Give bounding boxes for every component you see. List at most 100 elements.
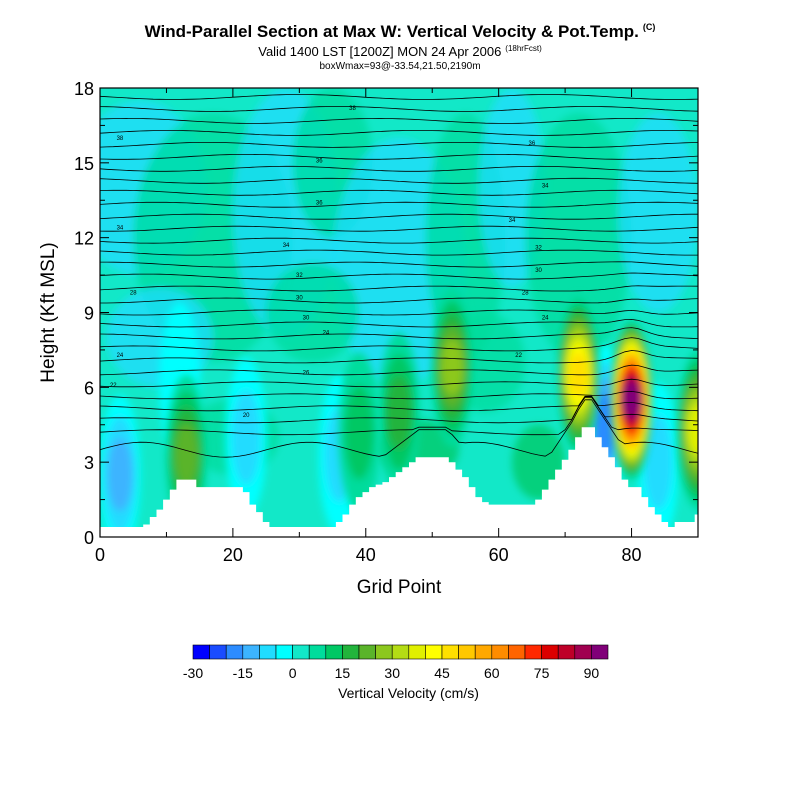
colorbar-swatch [358,644,376,660]
contour-label: 28 [130,291,137,297]
x-axis-label: Grid Point [357,577,442,598]
contour-label: 20 [243,413,250,419]
isentropes [100,83,698,458]
y-tick-label: 18 [74,79,94,99]
y-tick-label: 0 [84,528,94,548]
title-mark: (C) [642,22,656,32]
colorbar-swatch [391,644,410,660]
isentrope-line [100,297,698,304]
updraft-core [338,352,380,513]
updraft-core [677,349,698,510]
isentrope-line [100,390,698,400]
colorbar-tick-label: 45 [434,665,450,681]
colorbar-tick-label: 0 [289,665,297,681]
colorbar-swatch [275,644,293,660]
contour-label: 36 [316,201,323,207]
contour-label: 30 [296,296,303,302]
y-tick-label: 6 [84,378,94,398]
isentrope-line [100,83,698,88]
isentrope-line [100,396,698,424]
isentrope-line [100,165,698,172]
isentrope-line [100,154,698,160]
colorbar-swatch [259,644,277,660]
isentrope-line [100,142,698,148]
colorbar-swatch [591,644,609,660]
contour-label: 34 [117,226,124,232]
core-layer [231,389,261,485]
chart-title: Wind-Parallel Section at Max W: Vertical… [144,22,656,41]
isentrope-line [100,327,698,340]
colorbar-swatch [557,644,576,660]
colorbar-swatch [408,644,426,660]
isentrope-line [100,337,698,352]
core-layer [687,405,698,454]
x-tick-label: 0 [95,545,105,565]
contour-label: 26 [303,370,310,376]
colorbar-swatch [458,644,476,660]
contour-label: 34 [542,183,549,189]
field-streak [266,262,360,363]
y-tick-label: 15 [74,154,94,174]
x-tick-label: 20 [223,545,243,565]
updraft-core [610,319,653,480]
isentrope-line [100,94,698,100]
colorbar-swatch [209,644,227,660]
core-layer [386,375,412,449]
chart-box-info: boxWmax=93@-33.54,21.50,2190m [319,61,481,72]
isentrope-line [100,225,698,232]
isentrope-line [100,249,698,256]
isentrope-line [100,272,698,280]
contour-labels: 22 24 28 34 38 20 26 30 32 30 34 24 36 36 38 22 24 28 30 32… [110,106,549,419]
contour-label: 22 [110,383,117,389]
colorbar-swatch [225,644,244,660]
core-layer [344,384,374,480]
contour-label: 38 [349,106,356,112]
contour-label: 22 [515,353,522,359]
contour-label: 24 [323,330,330,336]
colorbar-tick-label: -15 [233,665,253,681]
colorbar-title: Vertical Velocity (cm/s) [338,685,479,701]
colorbar-swatch [242,644,260,660]
colorbar-swatch [375,644,393,660]
colorbar-swatch [325,644,343,660]
colorbar-swatch [342,644,360,660]
colorbar-swatch [425,644,443,660]
colorbar-tick-label: 60 [484,665,500,681]
isentrope-line [100,318,698,328]
contour-label: 24 [542,315,549,321]
x-tick-label: 40 [356,545,376,565]
contour-label: 32 [535,246,542,252]
colorbar-swatch [441,644,459,660]
colorbar-swatch [524,644,542,660]
contour-label: 30 [303,315,310,321]
isentrope-line [100,237,698,244]
core-layer [107,438,133,512]
isentrope-line [100,261,698,268]
isentrope-line [100,177,698,184]
contour-label: 38 [117,136,124,142]
x-tick-label: 60 [489,545,509,565]
colorbar-swatch [541,644,559,660]
colorbar-swatch [508,644,526,660]
contour-label: 34 [509,218,516,224]
colorbar-tick-label: -30 [183,665,203,681]
isentrope-line [100,201,698,208]
isentrope-line [100,213,698,220]
isentrope-line [100,350,698,364]
colorbar-swatch [491,644,509,660]
colorbar-swatch [192,644,210,660]
contour-label: 32 [296,273,303,279]
contour-label: 36 [316,158,323,164]
contour-label: 34 [283,243,290,249]
field-streak [525,112,632,363]
forecast-hour: (18hrFcst) [505,44,542,53]
colorbar-swatch [474,644,493,660]
contour-label: 30 [535,268,542,274]
isentrope-line [100,364,698,376]
isentrope-line [100,189,698,196]
contour-label: 36 [529,141,536,147]
isentrope-line [100,395,698,412]
updraft-core [431,287,473,448]
